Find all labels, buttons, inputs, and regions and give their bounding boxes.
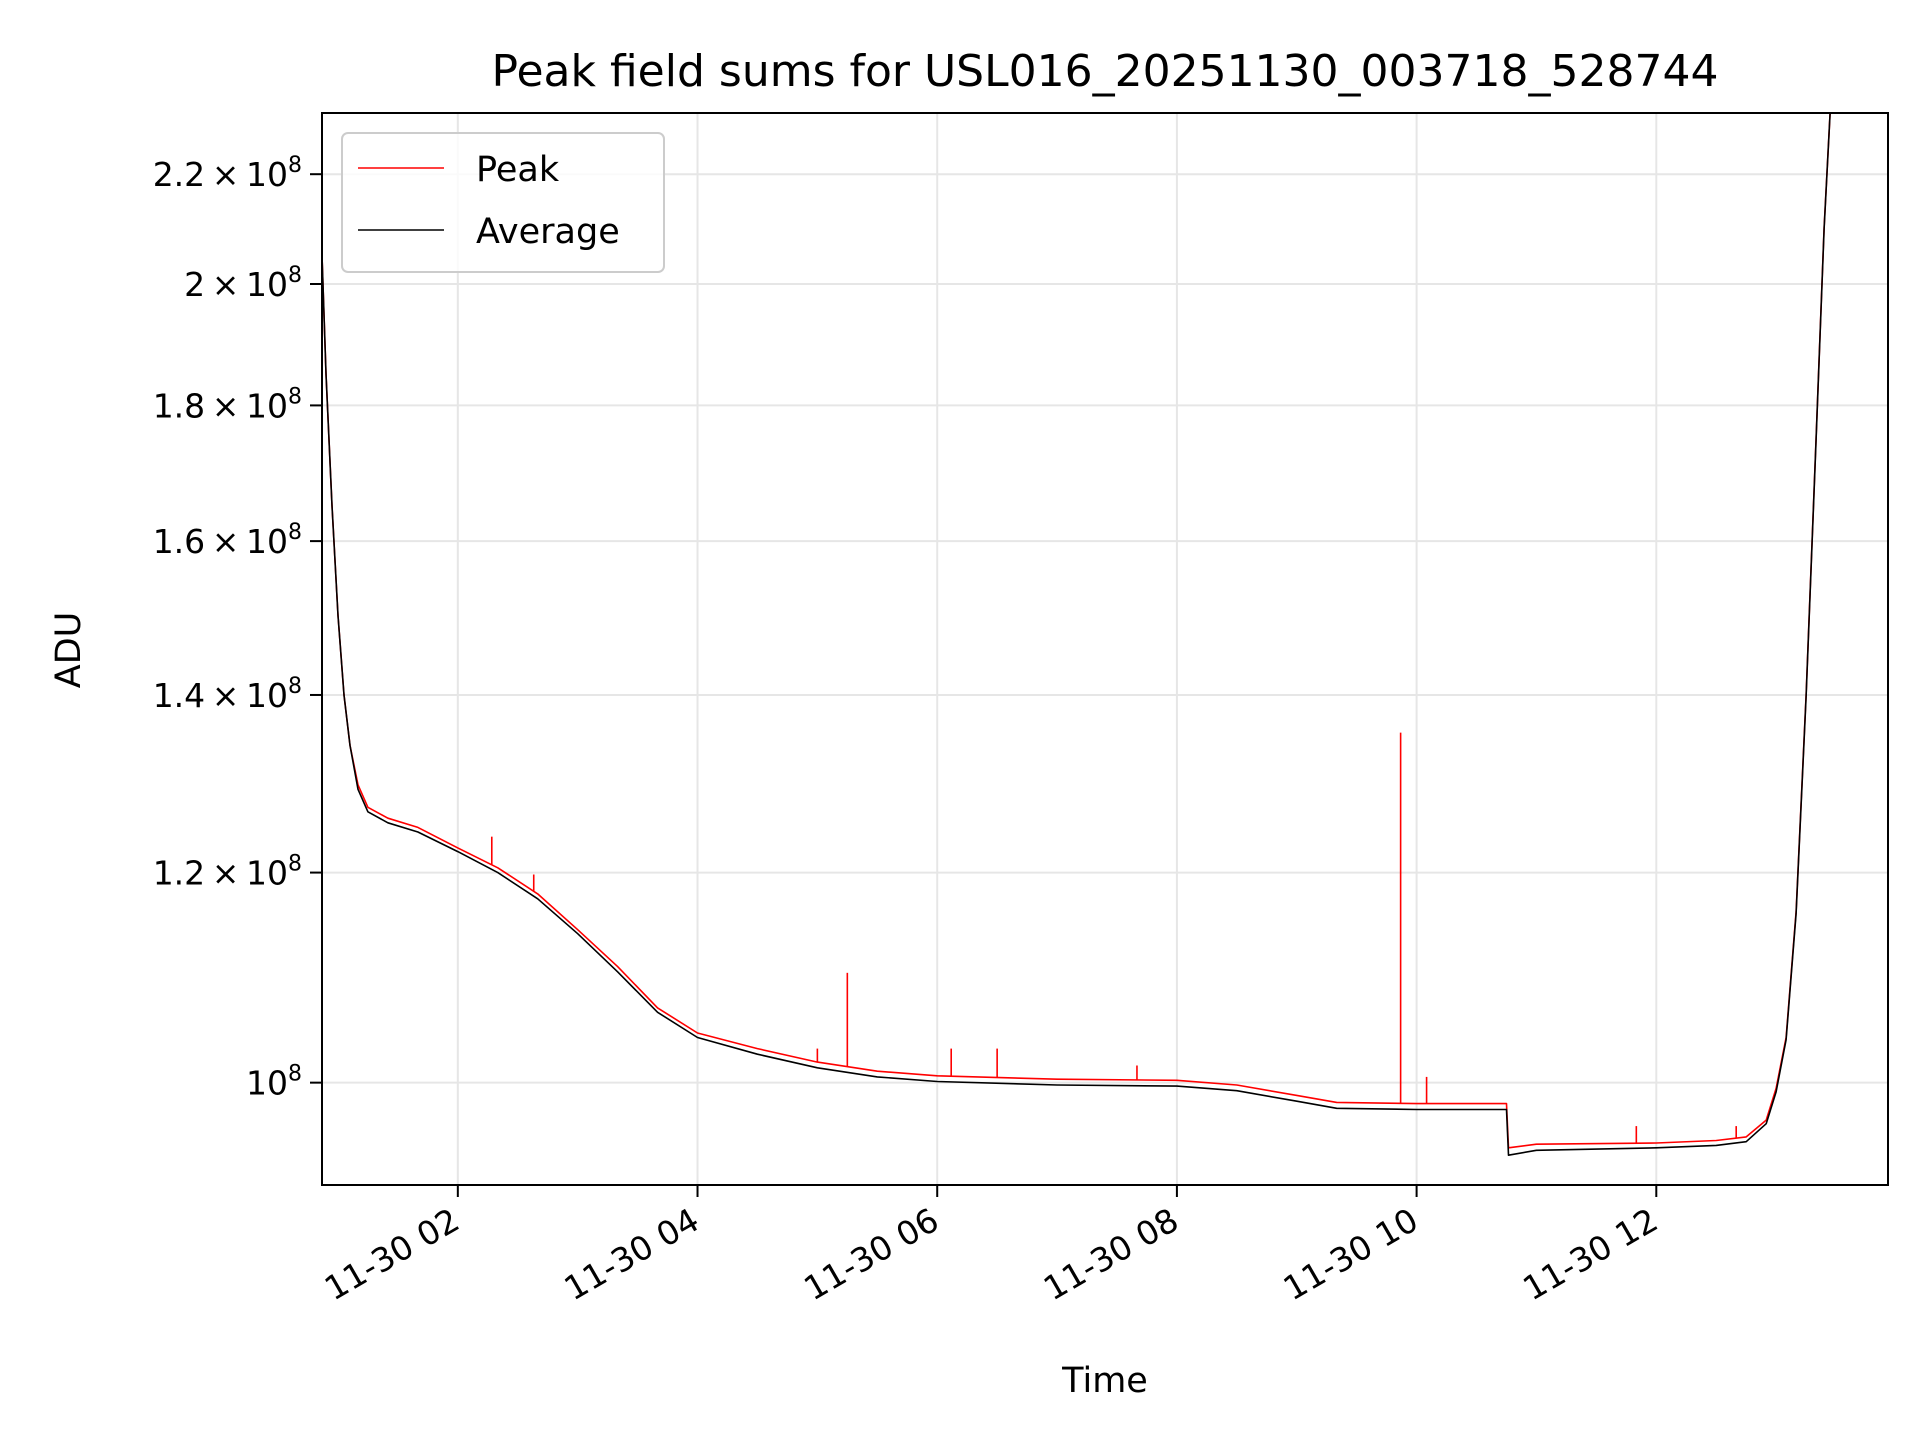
x-tick-label: 11-30 02 xyxy=(318,1200,466,1308)
series-line-peak xyxy=(321,112,1831,1149)
plot-frame xyxy=(321,112,1889,1186)
y-tick-label: 1.4 × 108 xyxy=(153,674,302,715)
x-axis-label: Time xyxy=(1061,1361,1148,1401)
x-tick-label: 11-30 04 xyxy=(558,1200,706,1308)
y-tick-label: 1.8 × 108 xyxy=(153,384,302,425)
x-tick-label: 11-30 06 xyxy=(797,1200,945,1308)
x-tick-label: 11-30 08 xyxy=(1037,1200,1185,1308)
series-layer xyxy=(321,112,1831,1156)
x-tick-label: 11-30 12 xyxy=(1516,1200,1664,1308)
x-axis: 11-30 02 11-30 04 11-30 06 11-30 08 11-30 10… xyxy=(318,1185,1664,1308)
y-axis-label: ADU xyxy=(49,612,89,689)
series-line-average xyxy=(321,112,1831,1156)
legend-label-peak: Peak xyxy=(476,150,560,190)
legend-label-average: Average xyxy=(476,212,620,252)
y-tick-label: 1.6 × 108 xyxy=(153,520,302,561)
y-tick-label: 2 × 108 xyxy=(184,263,302,304)
y-tick-label: 1.2 × 108 xyxy=(153,852,302,893)
grid-lines xyxy=(322,113,1888,1185)
y-tick-label: 2.2 × 108 xyxy=(153,153,302,194)
x-tick-label: 11-30 10 xyxy=(1277,1200,1425,1308)
chart-title: Peak field sums for USL016_20251130_0037… xyxy=(492,46,1719,97)
legend: Peak Average xyxy=(341,132,665,273)
y-axis: 108 1.2 × 108 1.4 × 108 1.6 × 108 1.8 × 108 2… xyxy=(153,153,322,1103)
y-tick-label: 108 xyxy=(246,1062,302,1103)
